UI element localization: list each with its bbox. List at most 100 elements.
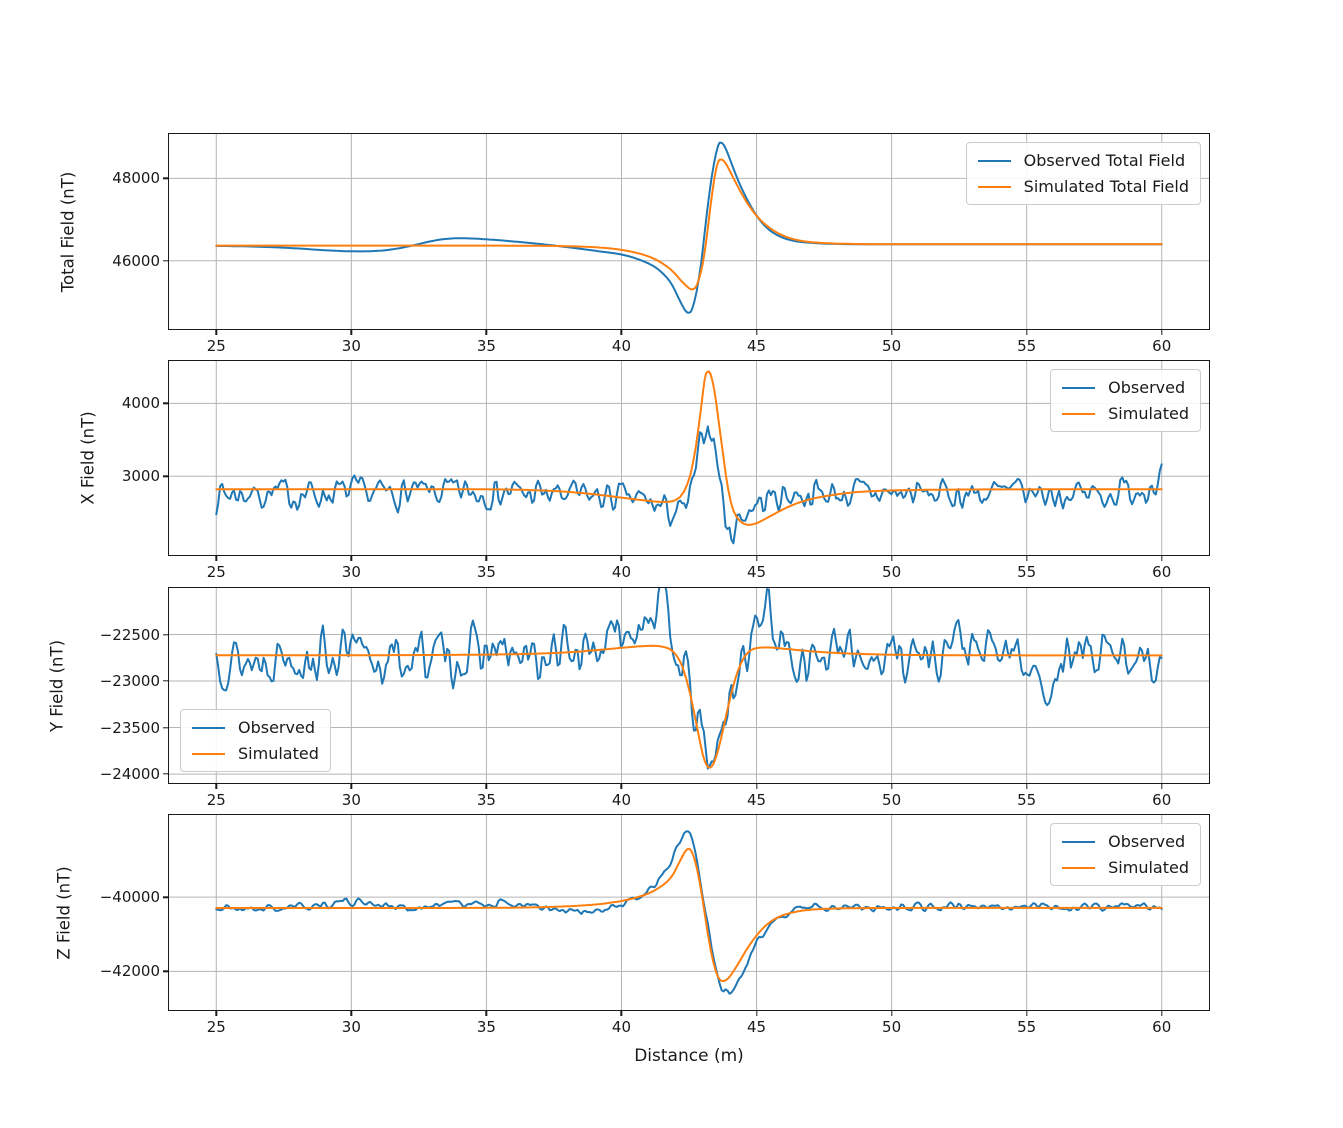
x-tick-mark xyxy=(1161,555,1163,561)
x-tick-mark xyxy=(485,783,488,789)
legend-label: Simulated xyxy=(1108,404,1189,423)
plot-area-z-field xyxy=(169,815,1209,1010)
x-tick-label: 60 xyxy=(1152,337,1172,355)
x-tick-mark xyxy=(890,783,893,789)
observed-legend-line-icon xyxy=(1062,840,1096,843)
panel-total-field: Total Field (nT) 25 30 35 40 45 50 55 60 46000 48… xyxy=(59,133,1210,355)
x-tick-mark xyxy=(890,329,893,335)
x-tick-mark xyxy=(620,1010,623,1016)
y-tick-mark xyxy=(163,970,169,973)
y-tick-label: 4000 xyxy=(121,394,160,413)
y-tick-mark xyxy=(163,177,169,180)
observed-line-y-field xyxy=(215,588,1163,770)
y-axis-label-x-field: X Field (nT) xyxy=(78,411,98,505)
x-tick-label: 25 xyxy=(206,563,226,581)
plot-area-y-field xyxy=(169,588,1209,783)
x-tick-mark xyxy=(755,555,758,561)
legend-y-field: Observed Simulated xyxy=(180,709,331,772)
x-tick-label: 30 xyxy=(341,791,361,809)
x-tick-mark xyxy=(755,329,758,335)
x-tick-mark xyxy=(1025,329,1028,335)
legend-label: Observed xyxy=(1108,378,1186,397)
y-tick-label: 46000 xyxy=(112,251,160,270)
legend-item: Observed Total Field xyxy=(977,151,1189,170)
x-tick-mark xyxy=(215,783,217,789)
legend-item: Simulated xyxy=(1062,858,1189,877)
panel-x-field: X Field (nT) 25 30 35 40 45 50 55 60 3000 4000 Obs… xyxy=(79,360,1210,581)
legend-total-field: Observed Total Field Simulated Total Fiel… xyxy=(965,142,1201,205)
y-axis-label-z-field: Z Field (nT) xyxy=(54,865,74,960)
y-tick-mark xyxy=(163,475,169,477)
legend-item: Simulated xyxy=(1062,404,1189,423)
x-tick-label: 40 xyxy=(611,1018,631,1036)
y-tick-mark xyxy=(163,896,169,898)
x-tick-mark xyxy=(755,783,758,789)
observed-legend-line-icon xyxy=(1062,386,1096,389)
simulated-legend-line-icon xyxy=(977,185,1011,188)
x-tick-label: 35 xyxy=(476,337,496,355)
x-tick-mark xyxy=(350,555,353,561)
x-tick-label: 60 xyxy=(1152,563,1172,581)
simulated-line-x-field xyxy=(215,370,1163,526)
x-tick-label: 55 xyxy=(1017,563,1037,581)
x-tick-label: 25 xyxy=(206,791,226,809)
y-tick-label: 3000 xyxy=(121,467,160,486)
y-tick-mark xyxy=(163,773,169,775)
simulated-legend-line-icon xyxy=(1062,866,1096,869)
x-tick-mark xyxy=(215,329,217,335)
x-tick-label: 25 xyxy=(206,337,226,355)
x-tick-label: 50 xyxy=(882,563,902,581)
x-tick-label: 35 xyxy=(476,563,496,581)
x-tick-mark xyxy=(620,555,623,561)
x-tick-mark xyxy=(890,555,893,561)
legend-label: Simulated xyxy=(238,744,319,763)
y-tick-mark xyxy=(163,260,169,262)
x-tick-label: 40 xyxy=(611,337,631,355)
x-tick-mark xyxy=(350,1010,353,1016)
legend-label: Observed Total Field xyxy=(1023,151,1186,170)
x-tick-label: 45 xyxy=(746,1018,767,1036)
observed-line-z-field xyxy=(215,830,1163,995)
x-tick-label: 40 xyxy=(611,791,631,809)
x-tick-mark xyxy=(755,1010,758,1016)
x-tick-mark xyxy=(1025,1010,1028,1016)
y-tick-mark xyxy=(163,680,169,682)
legend-label: Observed xyxy=(238,718,315,737)
x-tick-label: 55 xyxy=(1017,337,1037,355)
x-tick-mark xyxy=(1161,1010,1163,1016)
legend-item: Simulated Total Field xyxy=(977,177,1189,196)
x-tick-mark xyxy=(1025,783,1028,789)
simulated-legend-line-icon xyxy=(192,752,225,755)
x-tick-mark xyxy=(485,1010,488,1016)
legend-item: Simulated xyxy=(192,744,319,763)
x-tick-mark xyxy=(350,329,353,335)
x-tick-mark xyxy=(485,329,488,335)
y-tick-label: −40000 xyxy=(99,888,160,907)
panel-z-field: Z Field (nT) 25 30 35 40 45 50 55 60 −40000 −4200… xyxy=(55,814,1210,1036)
x-tick-label: 45 xyxy=(746,337,767,355)
y-tick-mark xyxy=(163,402,169,405)
x-axis-label: Distance (m) xyxy=(634,1046,744,1066)
x-tick-mark xyxy=(1161,783,1163,789)
y-tick-label: −22500 xyxy=(99,625,160,644)
x-tick-label: 60 xyxy=(1152,791,1172,809)
x-tick-mark xyxy=(620,783,623,789)
x-tick-label: 50 xyxy=(882,791,902,809)
x-tick-mark xyxy=(485,555,488,561)
plot-area-x-field xyxy=(169,361,1209,555)
x-tick-mark xyxy=(890,1010,893,1016)
x-tick-mark xyxy=(215,555,217,561)
x-tick-label: 55 xyxy=(1017,1018,1037,1036)
x-tick-label: 60 xyxy=(1152,1018,1172,1036)
simulated-line-total-field xyxy=(215,158,1163,291)
legend-item: Observed xyxy=(1062,378,1189,397)
x-tick-mark xyxy=(620,329,623,335)
legend-label: Simulated Total Field xyxy=(1023,177,1189,196)
x-tick-label: 30 xyxy=(341,1018,361,1036)
y-axis-label-total-field: Total Field (nT) xyxy=(58,171,78,292)
observed-line-x-field xyxy=(215,425,1163,545)
y-tick-mark xyxy=(163,633,169,636)
legend-label: Simulated xyxy=(1108,858,1189,877)
x-tick-label: 25 xyxy=(206,1018,226,1036)
